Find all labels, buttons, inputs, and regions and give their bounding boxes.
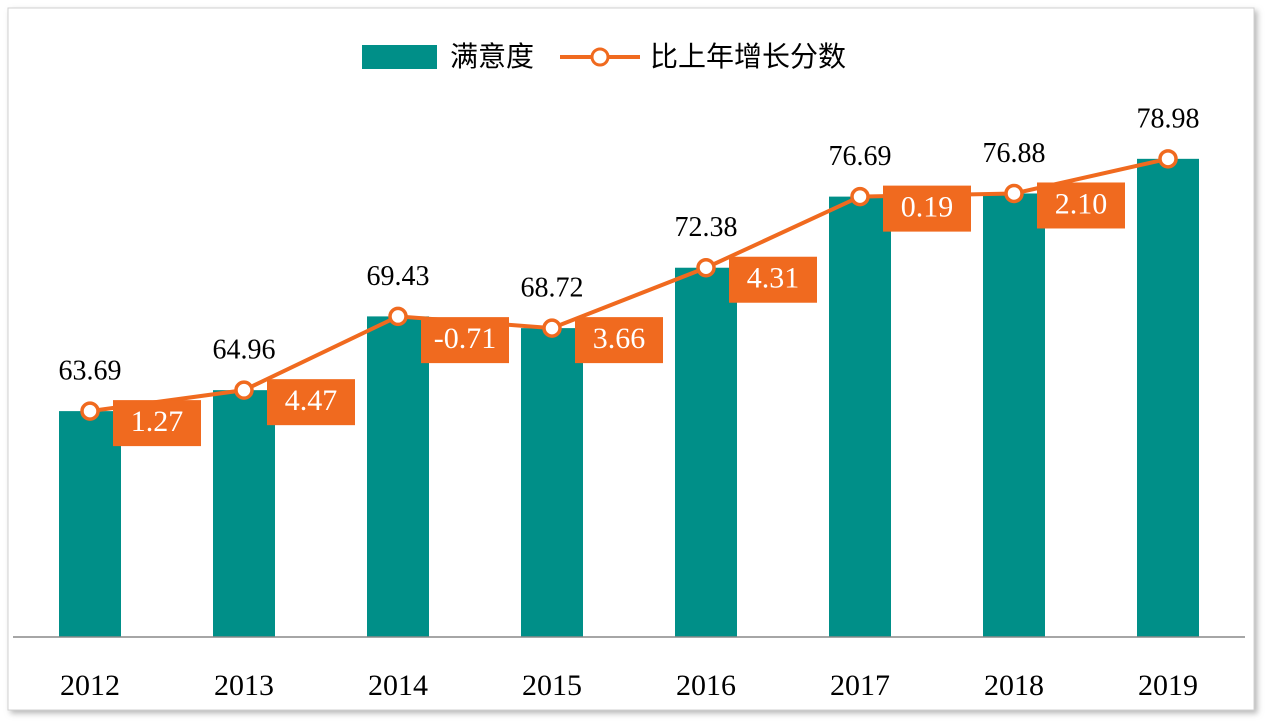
bar [829,196,891,638]
growth-box [729,256,817,303]
bar-value-label: 69.43 [367,261,430,292]
x-tick-label: 2016 [676,669,736,702]
bar-value-label: 68.72 [521,273,584,304]
line-marker [1158,149,1178,169]
bar [983,193,1045,638]
bar-value-label: 64.96 [213,335,276,366]
growth-label: 1.27 [131,405,184,438]
bar [59,411,121,637]
line-marker [542,318,562,338]
x-tick-label: 2014 [368,669,428,702]
growth-box [113,400,201,447]
line-marker [850,186,870,207]
growth-label: -0.71 [434,322,497,355]
bar-value-label: 63.69 [59,356,122,387]
line-marker [696,257,716,278]
legend-marker [590,47,610,67]
bar [1137,158,1199,637]
line-marker [388,306,408,327]
x-tick-label: 2012 [60,669,120,702]
x-tick-label: 2018 [984,669,1044,702]
legend-label: 满意度 [450,40,534,73]
growth-box [575,317,663,364]
x-tick-label: 2015 [522,669,582,702]
legend-label: 比上年增长分数 [650,40,846,73]
x-tick-label: 2013 [214,669,274,702]
growth-label: 2.10 [1055,187,1108,220]
line [89,156,1169,414]
growth-label: 3.66 [593,322,646,355]
line-marker [80,401,100,421]
growth-label: 4.31 [747,262,800,295]
bar [675,267,737,637]
bar-value-label: 76.88 [983,138,1046,169]
growth-box [1037,182,1125,229]
growth-label: 0.19 [901,191,954,224]
growth-label: 4.47 [285,384,338,417]
bar-value-label: 72.38 [675,212,738,243]
bar [367,316,429,637]
bar [521,328,583,637]
growth-box [883,185,971,232]
growth-box [421,317,509,364]
line-marker [1004,183,1024,204]
line-marker [234,380,254,400]
growth-box [267,379,355,426]
bar [213,390,275,637]
legend-swatch [362,45,437,69]
bar-value-label: 78.98 [1137,103,1200,134]
x-tick-label: 2019 [1138,669,1198,702]
x-tick-label: 2017 [830,669,890,702]
bar-value-label: 76.69 [829,141,892,172]
